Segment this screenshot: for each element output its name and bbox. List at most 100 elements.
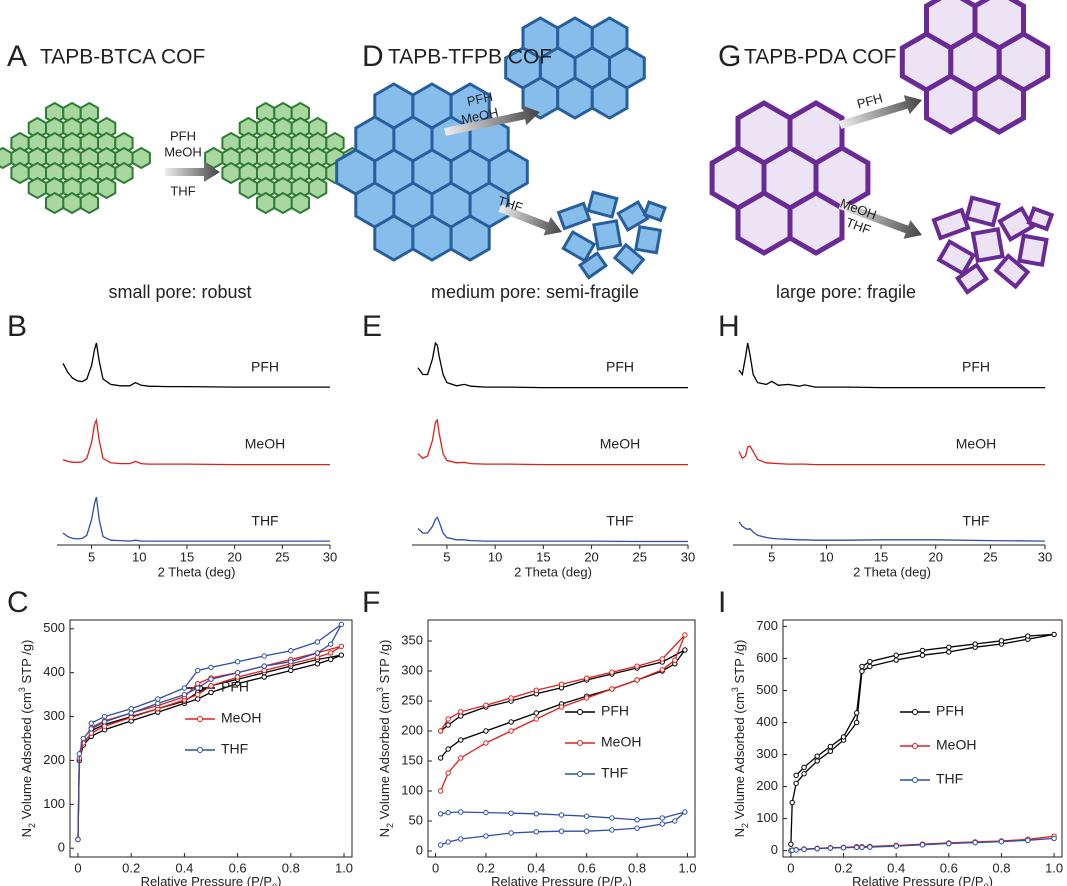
hexagon (290, 191, 310, 215)
data-point (234, 658, 241, 665)
x-tick-label: 0.2 (834, 860, 852, 875)
x-tick-label: 0 (432, 860, 439, 875)
xrd-line (62, 417, 330, 466)
data-point (288, 667, 294, 674)
x-tick-label: 20 (584, 549, 598, 564)
x-tick-label: 0.8 (282, 860, 300, 875)
caption: large pore: fragile (776, 282, 916, 302)
data-point (88, 726, 94, 732)
series-label: PFH (606, 359, 634, 375)
y-axis-label-part: Volume Adsorbed (cm (732, 692, 747, 823)
data-point (659, 821, 665, 827)
fragment (612, 242, 646, 275)
x-axis-label-part: ) (277, 874, 281, 886)
legend-marker (577, 709, 583, 715)
data-point (583, 695, 590, 701)
data-point (682, 647, 688, 653)
hexagon (373, 214, 415, 262)
data-point (208, 676, 214, 682)
data-point (445, 809, 451, 816)
hexagon (27, 176, 47, 200)
data-point (634, 825, 640, 831)
legend-label: PFH (221, 679, 249, 695)
y-axis-label-part: N (19, 828, 34, 837)
panel-letter: G (718, 40, 741, 73)
data-point (919, 647, 926, 654)
data-point (261, 674, 267, 680)
plot-frame (427, 619, 696, 858)
panel-letter: H (718, 310, 740, 343)
xrd-line (417, 418, 688, 466)
data-point (288, 648, 294, 654)
data-point (634, 663, 640, 669)
data-point (483, 833, 489, 839)
isotherm-line (440, 811, 686, 846)
fragment (931, 207, 971, 241)
data-point (867, 658, 873, 665)
x-axis-label: Relative Pressure (P/P0) (852, 874, 993, 886)
data-point (998, 638, 1005, 644)
x-axis-label-part: 0 (984, 882, 989, 886)
xrd-line (417, 341, 688, 389)
hexagon (97, 176, 117, 200)
data-point (437, 811, 444, 817)
plot-frame (69, 619, 353, 858)
data-point (458, 737, 464, 743)
y-tick-label: 400 (43, 664, 65, 679)
x-tick-label: 30 (681, 549, 695, 564)
y-axis-label-part: STP /g) (377, 640, 392, 687)
data-point (793, 847, 799, 853)
data-point (659, 815, 665, 821)
x-tick-label: 15 (536, 549, 550, 564)
fragment (642, 200, 667, 223)
x-tick-label: 5 (768, 549, 775, 564)
panel-letter: I (718, 586, 726, 619)
arrow-label: THF (170, 183, 195, 198)
data-point (609, 827, 615, 833)
hexagon (972, 73, 1026, 135)
y-tick-label: 500 (756, 682, 778, 697)
x-tick-label: 15 (180, 549, 194, 564)
data-point (859, 844, 865, 851)
data-point (208, 689, 214, 696)
data-point (634, 677, 640, 683)
x-tick-label: 25 (633, 549, 647, 564)
data-point (893, 652, 899, 658)
legend-marker (197, 747, 203, 753)
arrow (498, 204, 563, 236)
fragment (1017, 233, 1049, 267)
arrow-label: PFH (466, 89, 495, 109)
arrow (838, 201, 922, 239)
data-point (793, 780, 799, 787)
data-point (483, 702, 489, 708)
arrow-label: THF (496, 193, 525, 215)
legend-marker (912, 709, 918, 715)
x-axis-label-part: ) (989, 874, 993, 886)
x-tick-label: 0.8 (628, 860, 646, 875)
hexagon (556, 76, 594, 120)
data-point (445, 770, 451, 776)
fragment (592, 219, 623, 251)
isotherm-line (77, 645, 342, 840)
data-point (194, 685, 201, 691)
data-point (194, 691, 201, 698)
data-point (533, 811, 540, 817)
y-tick-label: 700 (756, 618, 778, 633)
hexagon (131, 146, 151, 170)
legend-label: MeOH (221, 710, 261, 726)
data-point (682, 632, 688, 638)
fragment (970, 227, 1005, 263)
y-axis-label: N2 Volume Adsorbed (cm3 STP /g) (730, 640, 750, 838)
legend-label: PFH (936, 703, 964, 719)
hexagon (411, 214, 453, 262)
data-point (801, 764, 807, 771)
data-point (659, 667, 665, 673)
x-tick-label: 25 (275, 549, 289, 564)
data-point (558, 812, 565, 818)
data-point (583, 828, 590, 834)
data-point (234, 674, 241, 680)
series-label: THF (251, 513, 278, 529)
data-point (101, 719, 108, 725)
xrd-line (62, 496, 330, 542)
data-point (893, 843, 899, 849)
